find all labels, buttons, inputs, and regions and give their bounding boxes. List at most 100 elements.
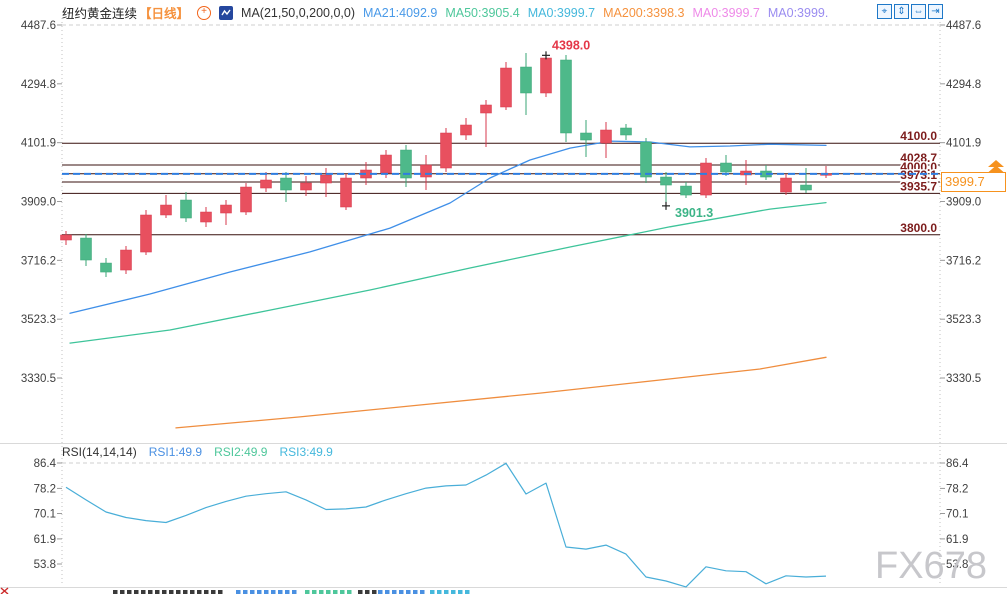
ma-line-ma21 bbox=[69, 140, 827, 314]
candle bbox=[440, 132, 452, 169]
partial-indicator-row bbox=[176, 590, 181, 594]
candle bbox=[60, 234, 72, 241]
partial-indicator-row bbox=[340, 590, 345, 594]
partial-indicator-row bbox=[392, 590, 397, 594]
rsi-axis-label-right: 70.1 bbox=[946, 509, 968, 521]
partial-indicator-row bbox=[312, 590, 317, 594]
ma0-value-3: MA0:3999. bbox=[767, 5, 829, 20]
partial-indicator-row bbox=[190, 590, 195, 594]
y-axis-label-left: 4101.9 bbox=[21, 138, 56, 150]
rsi-axis-label-right: 53.8 bbox=[946, 559, 968, 571]
price-up-arrow-icon bbox=[988, 160, 1004, 173]
y-axis-label-right: 3523.3 bbox=[946, 314, 981, 326]
ma21-value: MA21:4092.9 bbox=[363, 5, 438, 20]
fit-chart-icon[interactable]: ⌖ bbox=[877, 4, 892, 19]
y-axis-label-right: 3909.0 bbox=[946, 197, 981, 209]
partial-indicator-row bbox=[243, 590, 248, 594]
rsi-axis-label-left: 70.1 bbox=[34, 509, 56, 521]
partial-indicator-row bbox=[264, 590, 269, 594]
ma-line-ma50 bbox=[69, 201, 827, 344]
y-axis-label-right: 4487.6 bbox=[946, 20, 981, 32]
y-axis-label-right: 4101.9 bbox=[946, 138, 981, 150]
partial-indicator-row bbox=[378, 590, 383, 594]
rsi-axis-label-left: 78.2 bbox=[34, 483, 56, 495]
partial-indicator-row bbox=[385, 590, 390, 594]
partial-indicator-row bbox=[465, 590, 470, 594]
partial-indicator-row bbox=[218, 590, 223, 594]
partial-indicator-row bbox=[406, 590, 411, 594]
candle bbox=[320, 174, 332, 184]
candle bbox=[780, 177, 792, 193]
partial-indicator-row bbox=[420, 590, 425, 594]
partial-indicator-row bbox=[358, 590, 363, 594]
y-axis-label-left: 4294.8 bbox=[21, 79, 56, 91]
ma0-value-1: MA0:3999.7 bbox=[527, 5, 596, 20]
partial-indicator-row bbox=[211, 590, 216, 594]
candle bbox=[260, 179, 272, 189]
partial-indicator-row bbox=[365, 590, 370, 594]
scale-y-axis-icon[interactable]: ⇕ bbox=[894, 4, 909, 19]
ma-settings-label[interactable]: MA(21,50,0,200,0,0) bbox=[241, 5, 355, 20]
partial-indicator-row bbox=[127, 590, 132, 594]
rsi-axis-label-left: 86.4 bbox=[34, 458, 57, 470]
y-axis-label-left: 3909.0 bbox=[21, 197, 56, 209]
partial-indicator-row bbox=[169, 590, 174, 594]
partial-indicator-row bbox=[155, 590, 160, 594]
high-annotation: 4398.0 bbox=[552, 38, 590, 52]
rsi2-value: RSI2:49.9 bbox=[214, 445, 268, 459]
partial-indicator-row bbox=[372, 590, 377, 594]
candle bbox=[700, 162, 712, 196]
candle bbox=[640, 141, 652, 178]
candle bbox=[160, 204, 172, 216]
partial-indicator-row bbox=[183, 590, 188, 594]
chart-toolbar: ⌖ ⇕ ⇔ ⇥ bbox=[877, 4, 943, 19]
partial-indicator-row bbox=[319, 590, 324, 594]
ma-indicator-icon[interactable] bbox=[219, 5, 234, 20]
y-axis-label-left: 3330.5 bbox=[21, 373, 56, 385]
candle bbox=[420, 164, 432, 178]
instrument-title: 纽约黄金连续 bbox=[62, 7, 138, 21]
partial-indicator-row bbox=[430, 590, 435, 594]
candle bbox=[620, 127, 632, 136]
candle bbox=[660, 176, 672, 186]
partial-indicator-row bbox=[120, 590, 125, 594]
partial-indicator-row bbox=[141, 590, 146, 594]
partial-indicator-row bbox=[257, 590, 262, 594]
candle bbox=[520, 66, 532, 94]
partial-indicator-row bbox=[444, 590, 449, 594]
rsi-axis-label-left: 53.8 bbox=[34, 559, 56, 571]
partial-indicator-row bbox=[236, 590, 241, 594]
timeframe-label[interactable]: 【日线】 bbox=[139, 7, 190, 21]
ma50-value: MA50:3905.4 bbox=[445, 5, 520, 20]
y-axis-label-left: 3716.2 bbox=[21, 255, 56, 267]
rsi-settings-label[interactable]: RSI(14,14,14) bbox=[62, 445, 137, 459]
level-label: 3973.1 bbox=[900, 168, 937, 182]
candle bbox=[120, 249, 132, 271]
candle bbox=[720, 162, 732, 173]
rsi-axis-label-right: 78.2 bbox=[946, 483, 968, 495]
restore-chart-icon[interactable]: ⇥ bbox=[928, 4, 943, 19]
candle bbox=[460, 124, 472, 136]
y-axis-label-right: 3330.5 bbox=[946, 373, 981, 385]
partial-indicator-row bbox=[278, 590, 283, 594]
rsi-axis-label-right: 86.4 bbox=[946, 458, 969, 470]
level-label: 3935.7 bbox=[900, 179, 937, 193]
candle bbox=[600, 129, 612, 144]
level-label: 4000.0 bbox=[900, 160, 937, 174]
partial-indicator-row bbox=[250, 590, 255, 594]
rsi-line bbox=[65, 462, 827, 588]
scale-x-axis-icon[interactable]: ⇔ bbox=[911, 4, 926, 19]
ma0-value-2: MA0:3999.7 bbox=[692, 5, 760, 20]
candle bbox=[580, 132, 592, 141]
partial-indicator-row bbox=[451, 590, 456, 594]
partial-indicator-row bbox=[134, 590, 139, 594]
ma-line-ma200 bbox=[175, 356, 827, 429]
add-indicator-icon[interactable]: + bbox=[197, 5, 212, 20]
partial-indicator-row bbox=[148, 590, 153, 594]
candle bbox=[280, 177, 292, 191]
partial-indicator-row bbox=[437, 590, 442, 594]
partial-indicator-row bbox=[458, 590, 463, 594]
candle bbox=[200, 211, 212, 223]
